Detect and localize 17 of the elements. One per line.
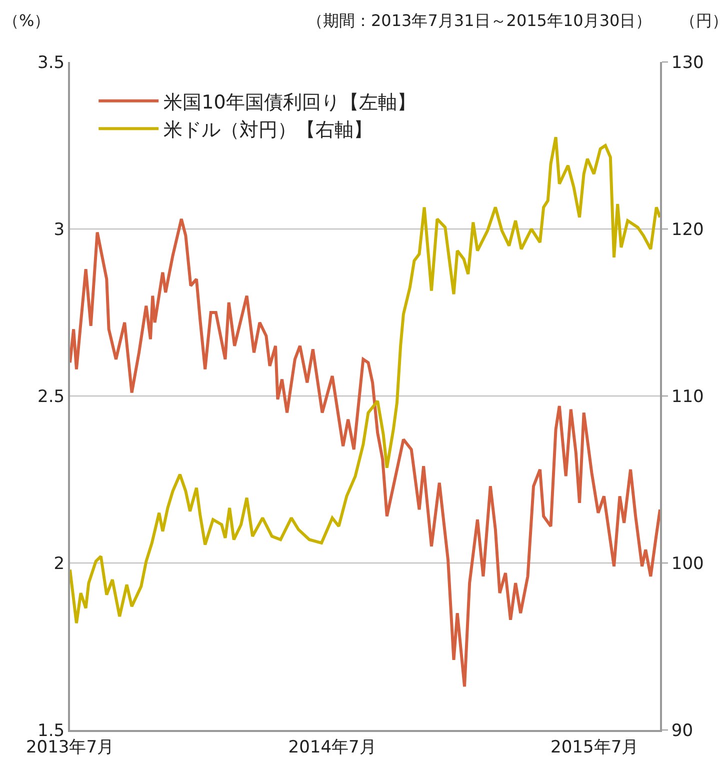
legend-label: 米国10年国債利回り【左軸】: [164, 91, 416, 114]
x-tick-label: 2014年7月: [288, 737, 376, 758]
y-tick-label: 2: [54, 554, 65, 574]
y-tick-label: 2.5: [38, 386, 65, 407]
y2-tick-label: 90: [671, 720, 694, 741]
y-axis-title: （%）: [3, 11, 50, 30]
y2-tick-label: 100: [671, 554, 704, 574]
y2-axis-title: （円）: [680, 11, 726, 30]
y2-tick-label: 110: [671, 386, 704, 407]
x-tick-label: 2015年7月: [550, 737, 639, 758]
y2-tick-label: 120: [671, 220, 704, 240]
chart-subtitle: （期間：2013年7月31日～2015年10月30日）: [307, 11, 652, 30]
legend-label: 米ドル（対円）【右軸】: [164, 119, 373, 141]
y-tick-label: 3.5: [38, 52, 65, 73]
line-series: [70, 217, 660, 688]
y-tick-label: 3: [54, 220, 65, 240]
y2-tick-label: 130: [671, 52, 704, 73]
